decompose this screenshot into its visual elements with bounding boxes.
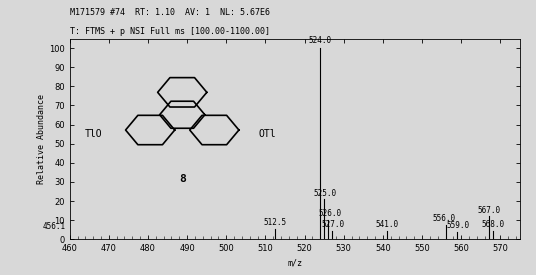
Text: 559.0: 559.0 [446, 221, 470, 230]
Text: 541.0: 541.0 [375, 220, 398, 229]
Text: 567.0: 567.0 [477, 206, 500, 215]
Text: 456.1: 456.1 [43, 222, 66, 231]
Text: 512.5: 512.5 [264, 218, 287, 227]
Text: 527.0: 527.0 [322, 220, 345, 229]
Text: T: FTMS + p NSI Full ms [100.00-1100.00]: T: FTMS + p NSI Full ms [100.00-1100.00] [70, 28, 270, 37]
Text: 526.0: 526.0 [318, 209, 341, 218]
Text: 556.0: 556.0 [432, 214, 455, 223]
Text: M171579 #74  RT: 1.10  AV: 1  NL: 5.67E6: M171579 #74 RT: 1.10 AV: 1 NL: 5.67E6 [70, 8, 270, 17]
Text: 525.0: 525.0 [314, 189, 337, 198]
X-axis label: m/z: m/z [287, 259, 302, 268]
Y-axis label: Relative Abundance: Relative Abundance [38, 94, 46, 184]
Text: 524.0: 524.0 [309, 36, 332, 45]
Text: 568.0: 568.0 [482, 220, 505, 229]
